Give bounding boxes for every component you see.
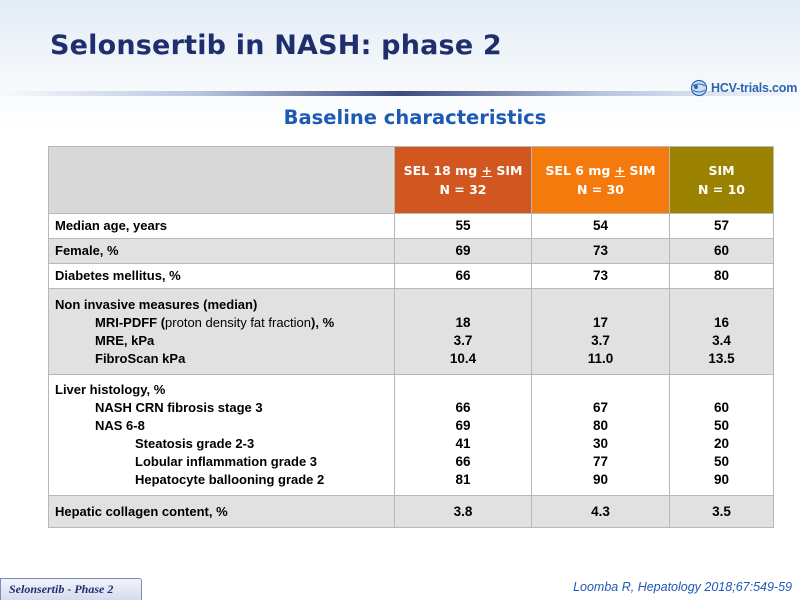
row-value: 90 — [592, 472, 609, 487]
header-sel18-n: N = 32 — [439, 182, 487, 197]
row-value: 3.7 — [591, 332, 610, 348]
header-sel6-sim: SEL 6 mg + SIM N = 30 — [531, 146, 670, 214]
header-sel18-pre: SEL 18 mg — [403, 163, 482, 178]
row-value: 13.5 — [708, 350, 735, 366]
row-value: 60 — [713, 400, 730, 415]
row-value: 69 — [394, 238, 532, 264]
row-value: 69 — [455, 418, 471, 433]
row-value: 67 — [592, 400, 609, 415]
sub-label-mri-pdff: MRI-PDFF (proton density fat fraction), … — [55, 314, 394, 332]
row-value: 50 — [713, 418, 730, 433]
row-value: 81 — [455, 472, 471, 487]
header-sel6-plus: + — [614, 163, 626, 178]
table-row-diabetes: Diabetes mellitus, % 66 73 80 — [48, 263, 774, 289]
header-sel18-plus: + — [481, 163, 492, 178]
sub-label-mre: MRE, kPa — [95, 332, 155, 348]
row-value: 17 — [592, 314, 609, 330]
row-value: 73 — [531, 238, 670, 264]
header-sel6-post: SIM — [625, 163, 656, 178]
globe-logo-icon — [690, 79, 708, 97]
table-row-median-age: Median age, years 55 54 57 — [48, 213, 774, 239]
row-value: 66 — [394, 263, 532, 289]
row-value: 30 — [592, 436, 609, 451]
title-divider — [0, 91, 800, 96]
row-value: 66 — [455, 400, 471, 415]
row-label-group: Non invasive measures (median) MRI-PDFF … — [48, 288, 395, 375]
header-sel18-post: SIM — [491, 163, 523, 178]
row-value: 11.0 — [587, 350, 614, 366]
sub-label-steatosis: Steatosis grade 2-3 — [135, 436, 255, 451]
table-row-non-invasive: Non invasive measures (median) MRI-PDFF … — [48, 288, 774, 375]
group-heading: Non invasive measures (median) — [55, 296, 258, 312]
mri-pdff-paren: proton density fat fraction — [165, 314, 312, 330]
row-label: Diabetes mellitus, % — [48, 263, 395, 289]
row-value: 4.3 — [531, 495, 670, 528]
row-value: 57 — [669, 213, 774, 239]
row-label: Median age, years — [48, 213, 395, 239]
row-value: 3.4 — [712, 332, 731, 348]
group-values: 18 3.7 10.4 — [394, 288, 532, 375]
row-value: 18 — [455, 314, 471, 330]
row-value: 73 — [531, 263, 670, 289]
group-values: 66 69 41 66 81 — [394, 374, 532, 496]
sub-label-lobular: Lobular inflammation grade 3 — [135, 454, 318, 469]
slide-title: Selonsertib in NASH: phase 2 — [50, 30, 502, 61]
sub-label-nas: NAS 6-8 — [95, 418, 145, 433]
group-values: 67 80 30 77 90 — [531, 374, 670, 496]
table-row-collagen: Hepatic collagen content, % 3.8 4.3 3.5 — [48, 495, 774, 528]
row-value: 3.5 — [669, 495, 774, 528]
footer-section-tab: Selonsertib - Phase 2 — [0, 578, 142, 600]
header-sel6-n: N = 30 — [576, 182, 625, 197]
header-sel18-sim: SEL 18 mg + SIM N = 32 — [394, 146, 532, 214]
sub-label-ballooning: Hepatocyte ballooning grade 2 — [135, 472, 325, 487]
header-blank-cell — [48, 146, 395, 214]
table-row-liver-histology: Liver histology, % NASH CRN fibrosis sta… — [48, 374, 774, 496]
row-value: 20 — [713, 436, 730, 451]
row-value: 16 — [713, 314, 730, 330]
sub-label-nash-crn: NASH CRN fibrosis stage 3 — [95, 400, 263, 415]
section-subtitle: Baseline characteristics — [283, 106, 547, 129]
header-sel6-pre: SEL 6 mg — [545, 163, 615, 178]
row-label-group: Liver histology, % NASH CRN fibrosis sta… — [48, 374, 395, 496]
group-values: 17 3.7 11.0 — [531, 288, 670, 375]
hcv-trials-logo: HCV-trials.com — [690, 78, 797, 98]
group-values: 16 3.4 13.5 — [669, 288, 774, 375]
row-value: 3.7 — [453, 332, 473, 348]
row-value: 60 — [669, 238, 774, 264]
row-value: 80 — [669, 263, 774, 289]
row-value: 3.8 — [394, 495, 532, 528]
row-label: Hepatic collagen content, % — [48, 495, 395, 528]
row-value: 66 — [455, 454, 471, 469]
group-heading: Liver histology, % — [55, 382, 166, 397]
row-value: 77 — [592, 454, 609, 469]
footer-tab-label: Selonsertib - Phase 2 — [9, 582, 114, 596]
header-sim-n: N = 10 — [697, 182, 746, 197]
row-value: 80 — [592, 418, 609, 433]
header-sim: SIM N = 10 — [669, 146, 774, 214]
header-sim-pre: SIM — [708, 163, 735, 178]
row-value: 54 — [531, 213, 670, 239]
table-header-row: SEL 18 mg + SIM N = 32 SEL 6 mg + SIM N … — [48, 146, 774, 214]
row-value: 10.4 — [449, 350, 477, 366]
row-value: 41 — [455, 436, 471, 451]
logo-text: HCV-trials.com — [711, 81, 798, 95]
group-values: 60 50 20 50 90 — [669, 374, 774, 496]
table-row-female: Female, % 69 73 60 — [48, 238, 774, 264]
citation: Loomba R, Hepatology 2018;67:549-59 — [573, 580, 792, 594]
sub-label-fibroscan: FibroScan kPa — [95, 350, 186, 366]
baseline-table: SEL 18 mg + SIM N = 32 SEL 6 mg + SIM N … — [48, 146, 774, 528]
mri-pdff-pre: MRI-PDFF ( — [95, 314, 166, 330]
mri-pdff-post: ), % — [311, 314, 335, 330]
row-value: 55 — [394, 213, 532, 239]
row-value: 90 — [713, 472, 730, 487]
row-label: Female, % — [48, 238, 395, 264]
row-value: 50 — [713, 454, 730, 469]
